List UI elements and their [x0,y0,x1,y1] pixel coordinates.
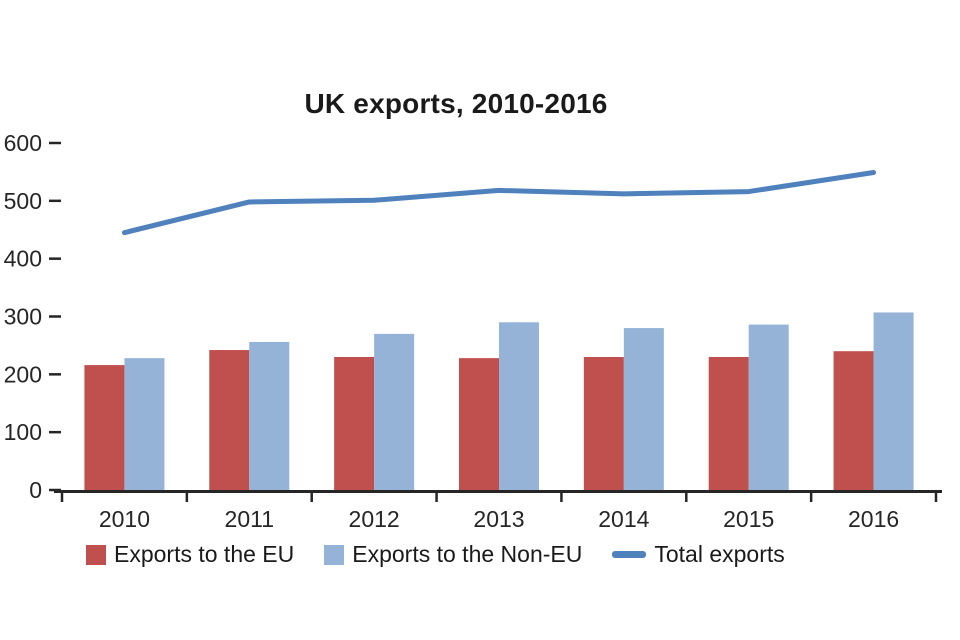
y-tick-label: 600 [4,130,42,156]
bar-eu-2016 [833,351,874,490]
y-tick-label: 300 [4,304,42,330]
x-axis-label: 2013 [473,506,524,532]
legend-item-exports-non-eu: Exports to the Non-EU [324,541,582,568]
x-axis-label: 2011 [225,506,274,532]
bar-non-eu-2016 [873,312,914,490]
bar-eu-2012 [334,356,375,490]
bar-eu-2014 [583,356,624,490]
total-exports-line [121,169,877,236]
legend-label-eu: Exports to the EU [114,541,295,567]
bar-non-eu-2011 [249,341,290,490]
legend-label-total: Total exports [654,541,785,567]
legend-line-swatch-total [612,551,647,558]
bar-non-eu-2012 [374,333,415,490]
legend-item-exports-eu: Exports to the EU [86,541,294,568]
chart-legend: Exports to the EU Exports to the Non-EU … [86,541,785,568]
x-axis-label: 2014 [598,506,649,532]
x-axis-label: 2012 [349,506,400,532]
legend-item-total-exports: Total exports [612,541,785,568]
bar-non-eu-2010 [124,358,165,490]
x-axis-label: 2016 [848,506,899,532]
bar-non-eu-2013 [499,322,539,490]
bar-eu-2013 [459,358,499,490]
bar-non-eu-2015 [748,324,789,490]
y-tick-label: 400 [4,246,42,272]
bar-non-eu-2014 [623,328,664,490]
bar-eu-2010 [84,365,125,490]
x-axis-label: 2015 [723,506,774,532]
chart-title: UK exports, 2010-2016 [304,88,608,119]
legend-swatch-non-eu [324,544,345,565]
bar-eu-2011 [209,350,250,490]
x-axis-label: 2010 [99,506,150,532]
y-tick-label: 500 [4,188,42,214]
legend-swatch-eu [86,544,106,565]
legend-label-non-eu: Exports to the Non-EU [352,541,583,567]
bar-eu-2015 [708,356,749,490]
y-tick-label: 200 [4,361,42,387]
y-tick-label: 100 [4,419,42,445]
y-tick-label: 0 [29,477,42,503]
